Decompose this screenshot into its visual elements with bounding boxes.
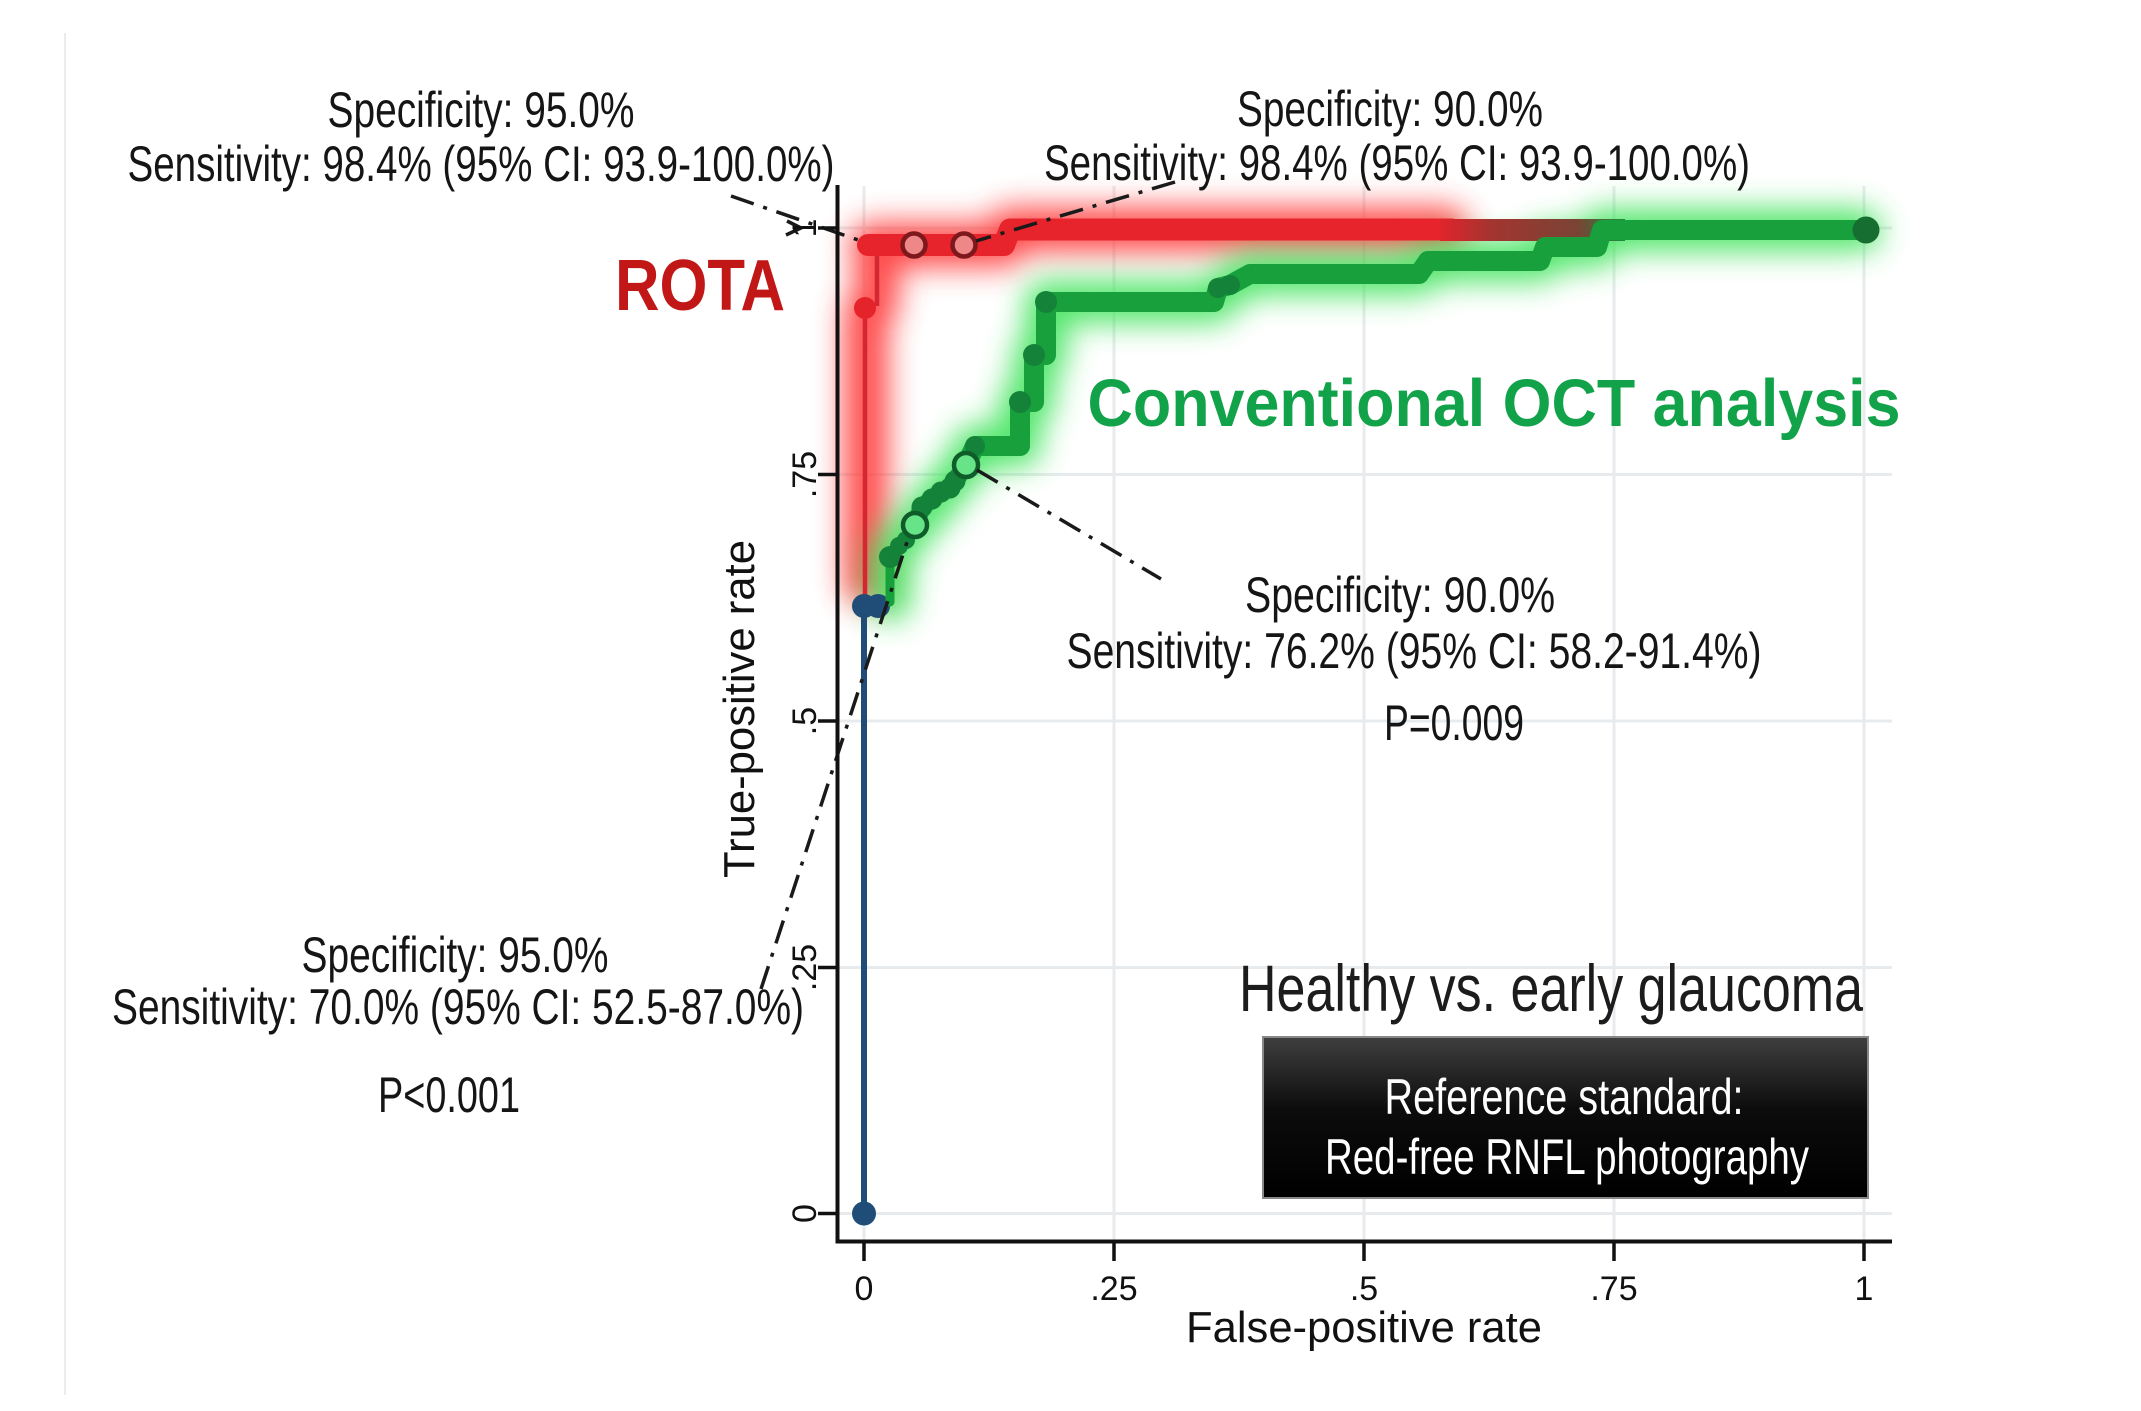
svg-text:P<0.001: P<0.001 [378, 1067, 520, 1123]
svg-text:1: 1 [1855, 1270, 1874, 1308]
svg-text:1: 1 [786, 219, 824, 238]
svg-text:0: 0 [786, 1204, 824, 1223]
svg-text:P=0.009: P=0.009 [1384, 695, 1524, 751]
svg-text:Conventional OCT analysis: Conventional OCT analysis [1088, 366, 1901, 441]
svg-text:Sensitivity: 98.4% (95% CI: 93: Sensitivity: 98.4% (95% CI: 93.9-100.0%) [128, 136, 835, 192]
svg-text:Specificity: 95.0%: Specificity: 95.0% [328, 82, 635, 138]
svg-text:Specificity: 95.0%: Specificity: 95.0% [302, 927, 609, 983]
svg-text:Sensitivity: 76.2% (95% CI: 58: Sensitivity: 76.2% (95% CI: 58.2-91.4%) [1067, 623, 1762, 679]
svg-text:0: 0 [855, 1270, 874, 1308]
svg-text:.75: .75 [1590, 1270, 1637, 1308]
svg-text:.25: .25 [1090, 1270, 1137, 1308]
svg-text:Sensitivity: 98.4% (95% CI: 93: Sensitivity: 98.4% (95% CI: 93.9-100.0%) [1044, 135, 1750, 191]
svg-text:.5: .5 [1350, 1270, 1378, 1308]
svg-text:Sensitivity: 70.0% (95% CI: 52: Sensitivity: 70.0% (95% CI: 52.5-87.0%) [112, 979, 804, 1035]
svg-text:True-positive rate: True-positive rate [715, 540, 764, 878]
svg-text:False-positive rate: False-positive rate [1186, 1303, 1542, 1352]
svg-text:Reference standard:: Reference standard: [1385, 1069, 1744, 1125]
svg-text:Specificity: 90.0%: Specificity: 90.0% [1245, 567, 1555, 623]
svg-text:.25: .25 [786, 944, 824, 991]
svg-text:ROTA: ROTA [615, 246, 785, 326]
svg-text:.75: .75 [786, 451, 824, 498]
svg-text:Specificity: 90.0%: Specificity: 90.0% [1237, 81, 1543, 137]
svg-text:.5: .5 [786, 707, 824, 735]
svg-text:Red-free RNFL photography: Red-free RNFL photography [1325, 1129, 1809, 1185]
svg-text:Healthy vs. early glaucoma: Healthy vs. early glaucoma [1239, 951, 1863, 1025]
